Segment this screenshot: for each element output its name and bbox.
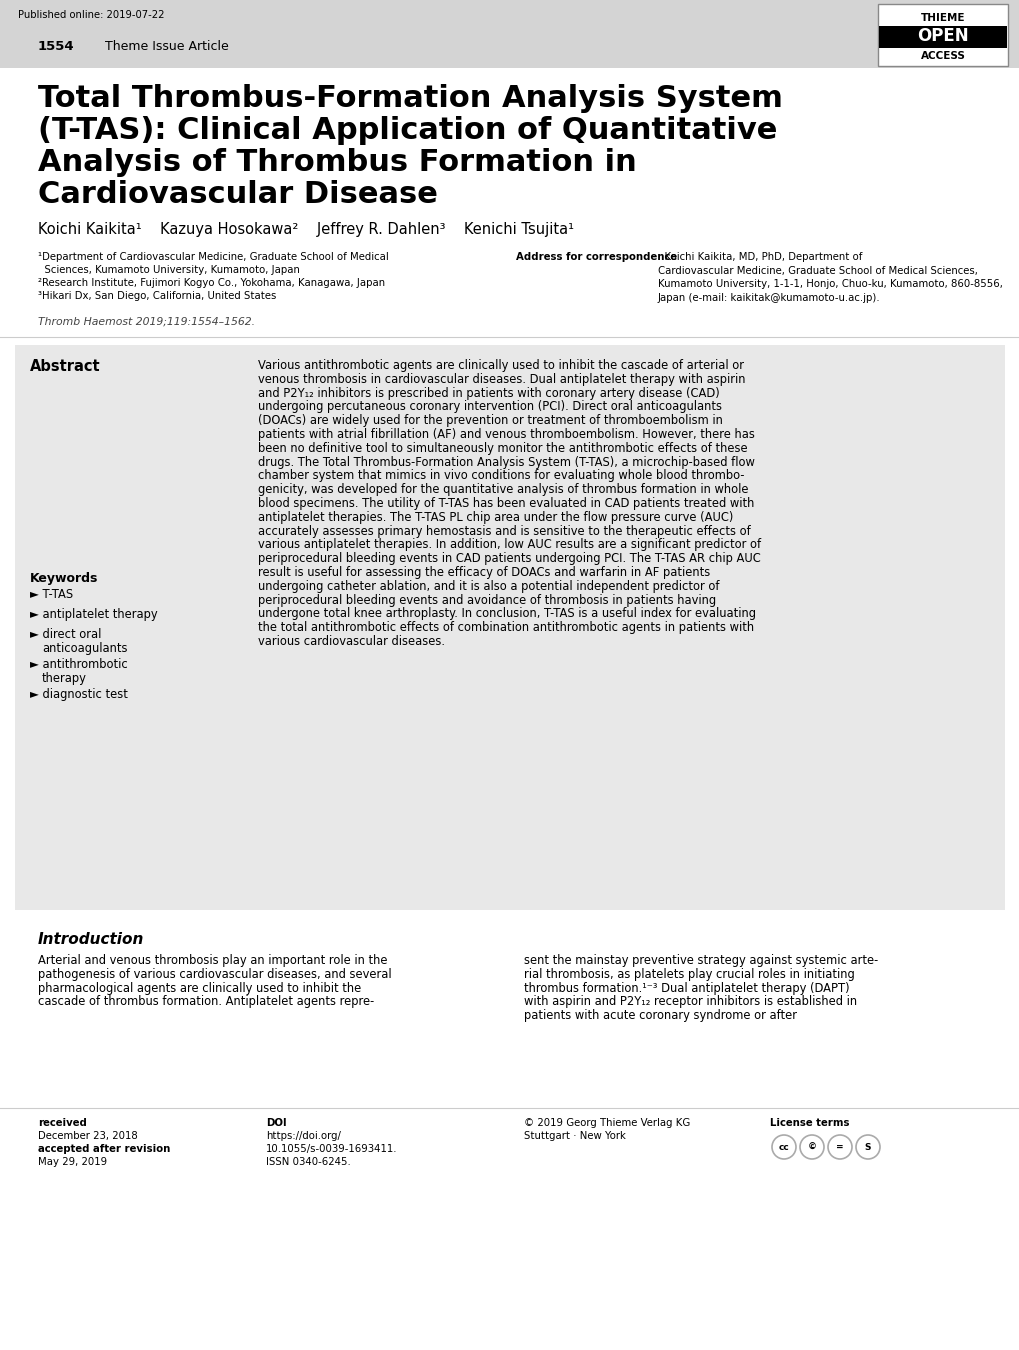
Text: ISSN 0340-6245.: ISSN 0340-6245.: [266, 1157, 351, 1166]
Text: pathogenesis of various cardiovascular diseases, and several: pathogenesis of various cardiovascular d…: [38, 968, 391, 981]
Text: Theme Issue Article: Theme Issue Article: [105, 40, 228, 53]
Text: undergoing percutaneous coronary intervention (PCI). Direct oral anticoagulants: undergoing percutaneous coronary interve…: [258, 401, 721, 413]
Text: ACCESS: ACCESS: [920, 51, 965, 61]
Text: (DOACs) are widely used for the prevention or treatment of thromboembolism in: (DOACs) are widely used for the preventi…: [258, 414, 722, 427]
Text: May 29, 2019: May 29, 2019: [38, 1157, 107, 1166]
Text: blood specimens. The utility of T-TAS has been evaluated in CAD patients treated: blood specimens. The utility of T-TAS ha…: [258, 497, 754, 510]
Text: chamber system that mimics in vivo conditions for evaluating whole blood thrombo: chamber system that mimics in vivo condi…: [258, 470, 744, 482]
Text: Introduction: Introduction: [38, 931, 145, 946]
Text: ²Research Institute, Fujimori Kogyo Co., Yokohama, Kanagawa, Japan: ²Research Institute, Fujimori Kogyo Co.,…: [38, 278, 385, 288]
Text: Thromb Haemost 2019;119:1554–1562.: Thromb Haemost 2019;119:1554–1562.: [38, 317, 255, 327]
Text: License terms: License terms: [769, 1118, 849, 1129]
Text: Sciences, Kumamoto University, Kumamoto, Japan: Sciences, Kumamoto University, Kumamoto,…: [38, 265, 300, 275]
Text: (T-TAS): Clinical Application of Quantitative: (T-TAS): Clinical Application of Quantit…: [38, 116, 776, 144]
Circle shape: [799, 1135, 823, 1160]
Text: periprocedural bleeding events in CAD patients undergoing PCI. The T-TAS AR chip: periprocedural bleeding events in CAD pa…: [258, 552, 760, 566]
Text: December 23, 2018: December 23, 2018: [38, 1131, 138, 1141]
Text: Stuttgart · New York: Stuttgart · New York: [524, 1131, 626, 1141]
Text: various cardiovascular diseases.: various cardiovascular diseases.: [258, 634, 444, 648]
Text: Keywords: Keywords: [30, 572, 98, 585]
Text: Various antithrombotic agents are clinically used to inhibit the cascade of arte: Various antithrombotic agents are clinic…: [258, 359, 743, 373]
Text: © 2019 Georg Thieme Verlag KG: © 2019 Georg Thieme Verlag KG: [524, 1118, 690, 1129]
Text: result is useful for assessing the efficacy of DOACs and warfarin in AF patients: result is useful for assessing the effic…: [258, 566, 709, 579]
FancyBboxPatch shape: [0, 0, 1019, 68]
Text: Cardiovascular Disease: Cardiovascular Disease: [38, 180, 437, 209]
FancyBboxPatch shape: [877, 4, 1007, 66]
Text: pharmacological agents are clinically used to inhibit the: pharmacological agents are clinically us…: [38, 981, 361, 995]
Text: drugs. The Total Thrombus-Formation Analysis System (T-TAS), a microchip-based f: drugs. The Total Thrombus-Formation Anal…: [258, 455, 754, 468]
Text: venous thrombosis in cardiovascular diseases. Dual antiplatelet therapy with asp: venous thrombosis in cardiovascular dise…: [258, 373, 745, 386]
Text: undergone total knee arthroplasty. In conclusion, T-TAS is a useful index for ev: undergone total knee arthroplasty. In co…: [258, 608, 755, 621]
Text: S: S: [864, 1142, 870, 1152]
Text: Koichi Kaikita¹    Kazuya Hosokawa²    Jeffrey R. Dahlen³    Kenichi Tsujita¹: Koichi Kaikita¹ Kazuya Hosokawa² Jeffrey…: [38, 221, 574, 238]
Text: rial thrombosis, as platelets play crucial roles in initiating: rial thrombosis, as platelets play cruci…: [524, 968, 854, 981]
Text: Address for correspondence: Address for correspondence: [516, 252, 677, 262]
Text: Arterial and venous thrombosis play an important role in the: Arterial and venous thrombosis play an i…: [38, 954, 387, 967]
Text: anticoagulants: anticoagulants: [42, 643, 127, 655]
Text: therapy: therapy: [42, 672, 87, 684]
Text: OPEN: OPEN: [916, 27, 968, 45]
Text: Abstract: Abstract: [30, 359, 101, 374]
Text: patients with atrial fibrillation (AF) and venous thromboembolism. However, ther: patients with atrial fibrillation (AF) a…: [258, 428, 754, 441]
Text: antiplatelet therapies. The T-TAS PL chip area under the flow pressure curve (AU: antiplatelet therapies. The T-TAS PL chi…: [258, 510, 733, 524]
Text: https://doi.org/: https://doi.org/: [266, 1131, 340, 1141]
Text: cascade of thrombus formation. Antiplatelet agents repre-: cascade of thrombus formation. Antiplate…: [38, 995, 374, 1008]
Text: ©: ©: [807, 1142, 815, 1152]
Text: ► diagnostic test: ► diagnostic test: [30, 688, 127, 701]
Text: various antiplatelet therapies. In addition, low AUC results are a significant p: various antiplatelet therapies. In addit…: [258, 539, 760, 551]
Text: and P2Y₁₂ inhibitors is prescribed in patients with coronary artery disease (CAD: and P2Y₁₂ inhibitors is prescribed in pa…: [258, 386, 719, 400]
Text: ► antithrombotic: ► antithrombotic: [30, 657, 127, 671]
Text: sent the mainstay preventive strategy against systemic arte-: sent the mainstay preventive strategy ag…: [524, 954, 877, 967]
FancyBboxPatch shape: [878, 26, 1006, 49]
Text: Total Thrombus-Formation Analysis System: Total Thrombus-Formation Analysis System: [38, 84, 783, 113]
Text: cc: cc: [777, 1142, 789, 1152]
Text: Koichi Kaikita, MD, PhD, Department of
Cardiovascular Medicine, Graduate School : Koichi Kaikita, MD, PhD, Department of C…: [657, 252, 1002, 302]
Text: thrombus formation.¹⁻³ Dual antiplatelet therapy (DAPT): thrombus formation.¹⁻³ Dual antiplatelet…: [524, 981, 849, 995]
Text: 1554: 1554: [38, 40, 74, 53]
Text: received: received: [38, 1118, 87, 1129]
Circle shape: [855, 1135, 879, 1160]
Text: 10.1055/s-0039-1693411.: 10.1055/s-0039-1693411.: [266, 1143, 397, 1154]
Text: ► direct oral: ► direct oral: [30, 628, 101, 641]
Text: =: =: [836, 1142, 843, 1152]
Text: DOI: DOI: [266, 1118, 286, 1129]
Text: accurately assesses primary hemostasis and is sensitive to the therapeutic effec: accurately assesses primary hemostasis a…: [258, 525, 750, 537]
Text: ► antiplatelet therapy: ► antiplatelet therapy: [30, 608, 158, 621]
Text: Published online: 2019-07-22: Published online: 2019-07-22: [18, 9, 164, 20]
Text: ³Hikari Dx, San Diego, California, United States: ³Hikari Dx, San Diego, California, Unite…: [38, 292, 276, 301]
Text: the total antithrombotic effects of combination antithrombotic agents in patient: the total antithrombotic effects of comb…: [258, 621, 753, 634]
Text: been no definitive tool to simultaneously monitor the antithrombotic effects of : been no definitive tool to simultaneousl…: [258, 441, 747, 455]
Text: periprocedural bleeding events and avoidance of thrombosis in patients having: periprocedural bleeding events and avoid…: [258, 594, 715, 606]
Circle shape: [827, 1135, 851, 1160]
Text: patients with acute coronary syndrome or after: patients with acute coronary syndrome or…: [524, 1010, 796, 1022]
Text: genicity, was developed for the quantitative analysis of thrombus formation in w: genicity, was developed for the quantita…: [258, 483, 748, 497]
Text: accepted after revision: accepted after revision: [38, 1143, 170, 1154]
Text: THIEME: THIEME: [920, 14, 964, 23]
Text: Analysis of Thrombus Formation in: Analysis of Thrombus Formation in: [38, 148, 636, 177]
Text: ► T-TAS: ► T-TAS: [30, 589, 73, 601]
Circle shape: [771, 1135, 795, 1160]
Text: undergoing catheter ablation, and it is also a potential independent predictor o: undergoing catheter ablation, and it is …: [258, 579, 718, 593]
FancyBboxPatch shape: [15, 346, 1004, 910]
Text: with aspirin and P2Y₁₂ receptor inhibitors is established in: with aspirin and P2Y₁₂ receptor inhibito…: [524, 995, 856, 1008]
Text: ¹Department of Cardiovascular Medicine, Graduate School of Medical: ¹Department of Cardiovascular Medicine, …: [38, 252, 388, 262]
